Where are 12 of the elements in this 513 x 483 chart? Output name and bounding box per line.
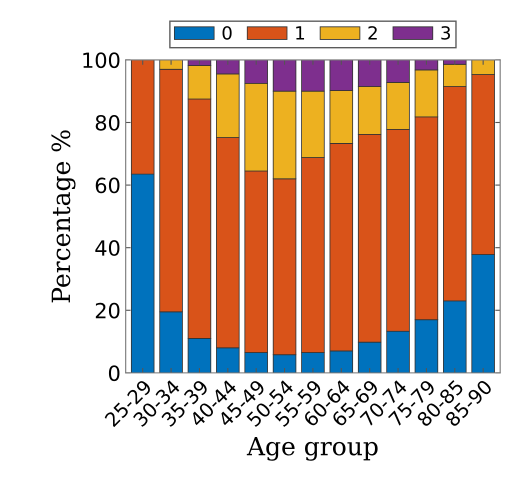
- y-tick-label: 80: [96, 114, 120, 131]
- y-axis-title: Percentage %: [51, 130, 76, 302]
- y-tick-label: 40: [95, 240, 120, 256]
- y-tick-label: 100: [83, 52, 120, 68]
- legend-label: 0: [222, 26, 232, 40]
- legend-label: 2: [368, 26, 377, 40]
- legend-label: 3: [441, 26, 450, 40]
- y-tick-label: 0: [108, 365, 120, 382]
- y-tick-label: 60: [96, 178, 120, 194]
- legend-label: 1: [296, 26, 304, 40]
- y-tick-label: 20: [96, 302, 120, 318]
- x-axis-title: Age group: [246, 436, 378, 461]
